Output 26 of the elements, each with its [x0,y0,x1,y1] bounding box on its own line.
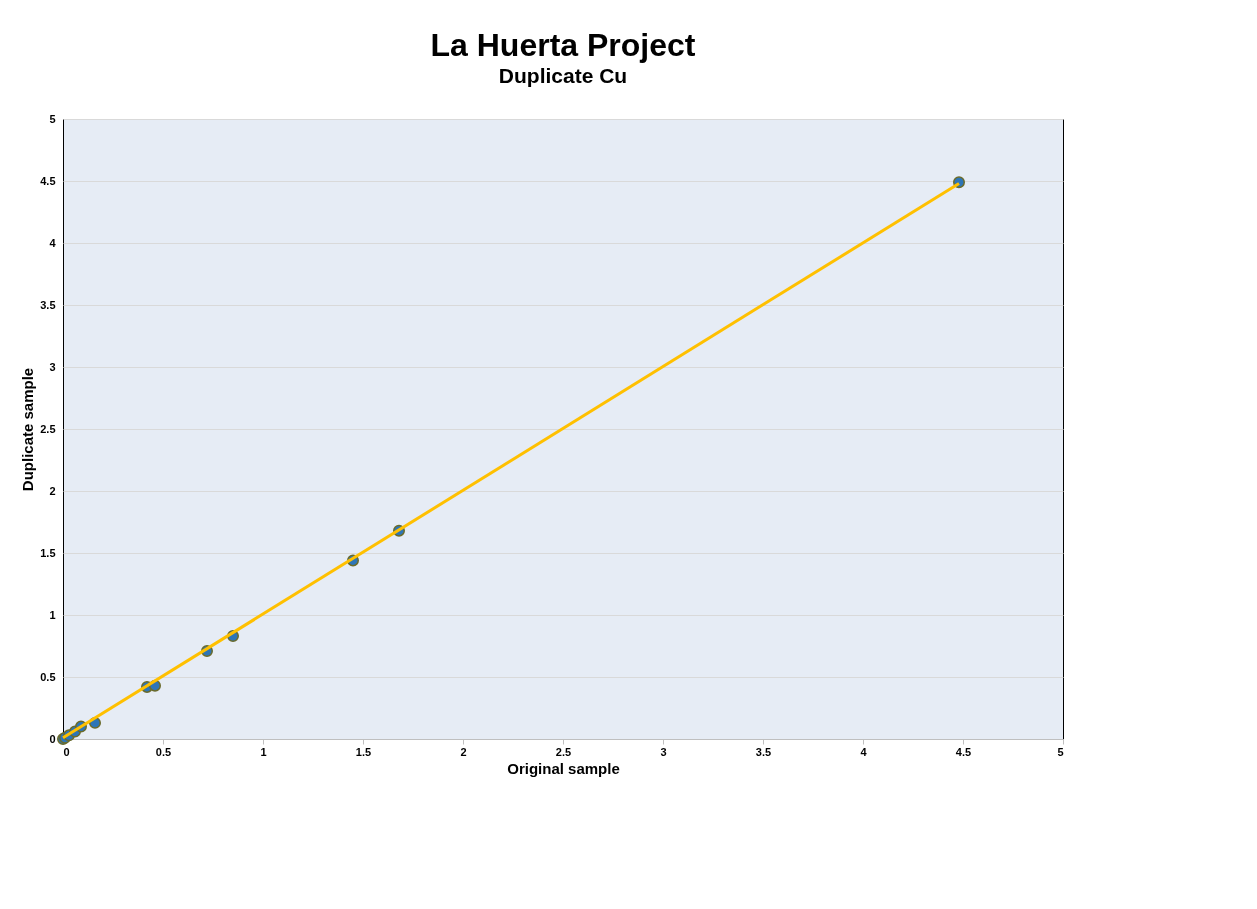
y-tick-label: 2 [49,484,56,497]
x-tick-label: 5 [1057,745,1064,758]
y-tick-label: 3 [49,360,56,373]
y-tick-label: 5 [49,112,56,125]
x-tick-label: 1 [260,745,267,758]
x-tick-label: 3 [660,745,667,758]
chart-subtitle: Duplicate Cu [498,64,628,87]
x-tick-label: 2 [460,745,467,758]
y-tick-label: 4.5 [40,174,56,187]
y-tick-label: 1.5 [40,546,56,559]
y-tick-label: 4 [49,236,57,249]
chart-title: La Huerta Project [430,27,696,63]
x-tick-label: 4 [860,745,868,758]
x-tick-label: 1.5 [355,745,372,758]
y-tick-label: 1 [49,608,56,621]
y-tick-label: 3.5 [40,298,56,311]
x-tick-label: 4.5 [955,745,972,758]
y-tick-label: 0.5 [40,670,56,683]
y-tick-label: 2.5 [40,422,56,435]
x-tick-label: 0 [63,745,70,758]
x-tick-label: 0.5 [155,745,172,758]
y-tick-label: 0 [49,732,56,745]
x-axis-title: Original sample [507,759,620,777]
x-tick-label: 2.5 [555,745,572,758]
y-axis-title: Duplicate sample [19,367,37,492]
x-tick-label: 3.5 [755,745,772,758]
